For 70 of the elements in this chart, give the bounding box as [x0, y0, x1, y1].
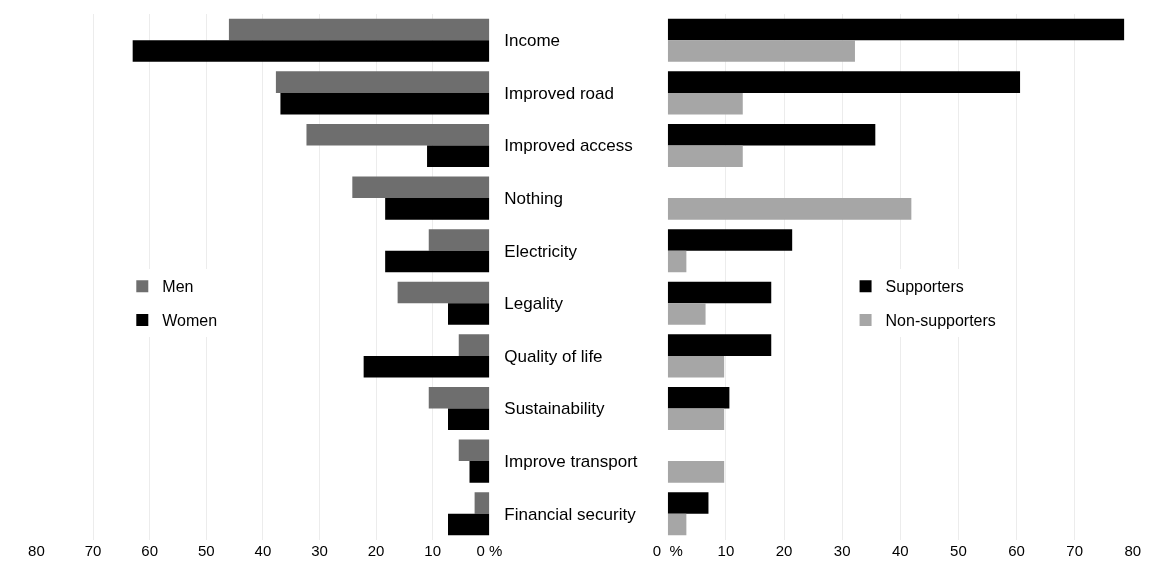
bar	[667, 71, 1021, 93]
bar	[667, 461, 725, 483]
x-tick-label: 0 %	[652, 542, 683, 559]
bar	[667, 123, 876, 146]
bar	[667, 198, 912, 220]
bar	[458, 334, 490, 356]
y-tick-label: Legality	[504, 294, 564, 314]
bar	[458, 439, 490, 462]
y-tick-label: Financial security	[504, 504, 637, 524]
legend-label: Supporters	[885, 278, 964, 296]
y-tick-label: Sustainability	[504, 399, 605, 419]
y-tick-label: Electricity	[504, 241, 578, 261]
legend-label: Women	[162, 312, 218, 330]
x-tick-label: 20	[367, 542, 385, 559]
x-tick-label: 40	[254, 542, 272, 559]
y-tick-label: Improve transport	[504, 452, 638, 472]
bar	[667, 145, 743, 168]
bar	[280, 92, 490, 115]
x-tick-label: 50	[197, 542, 215, 559]
bar	[448, 513, 490, 536]
bar	[667, 18, 1125, 41]
x-tick-label: 30	[833, 542, 851, 559]
x-tick-label: 10	[424, 542, 442, 559]
bar	[667, 303, 706, 325]
bar	[427, 145, 490, 168]
bar	[448, 303, 490, 325]
bar	[667, 513, 687, 536]
bar	[667, 250, 687, 273]
x-tick-label: 70	[1066, 542, 1084, 559]
y-tick-label: Nothing	[504, 189, 563, 209]
bar	[385, 250, 490, 273]
x-tick-label: 0 %	[476, 542, 503, 559]
bar	[363, 355, 490, 378]
x-tick-label: 80	[28, 542, 45, 559]
x-tick-label: 40	[891, 542, 909, 559]
bar	[428, 229, 490, 251]
bar	[306, 123, 490, 146]
bar	[667, 281, 772, 304]
bar	[667, 408, 725, 431]
bar	[397, 281, 490, 304]
x-tick-label: 20	[775, 542, 793, 559]
bar	[469, 461, 490, 483]
bar	[667, 229, 793, 251]
x-tick-label: 60	[141, 542, 158, 559]
bar	[667, 40, 855, 62]
y-tick-label: Quality of life	[504, 346, 603, 366]
x-tick-label: 80	[1124, 542, 1142, 559]
legend-label: Non-supporters	[885, 312, 996, 330]
bar	[275, 71, 490, 93]
y-tick-label: Improved access	[504, 136, 633, 156]
bar	[667, 92, 743, 115]
y-tick-label: Improved road	[504, 83, 614, 103]
x-tick-label: 50	[950, 542, 967, 559]
bar	[667, 386, 730, 409]
x-tick-label: 30	[311, 542, 328, 559]
bar	[428, 386, 490, 409]
bar	[474, 492, 490, 514]
bar	[132, 40, 490, 62]
x-tick-label: 70	[84, 542, 102, 559]
bar	[228, 18, 490, 41]
x-tick-label: 10	[717, 542, 735, 559]
y-tick-label: Income	[504, 31, 561, 51]
bar	[667, 355, 725, 378]
bar	[352, 176, 490, 199]
legend-label: Men	[162, 278, 194, 296]
x-tick-label: 60	[1008, 542, 1025, 559]
bar	[667, 334, 772, 356]
bar	[385, 198, 490, 220]
bar	[448, 408, 490, 431]
bar	[667, 492, 709, 514]
